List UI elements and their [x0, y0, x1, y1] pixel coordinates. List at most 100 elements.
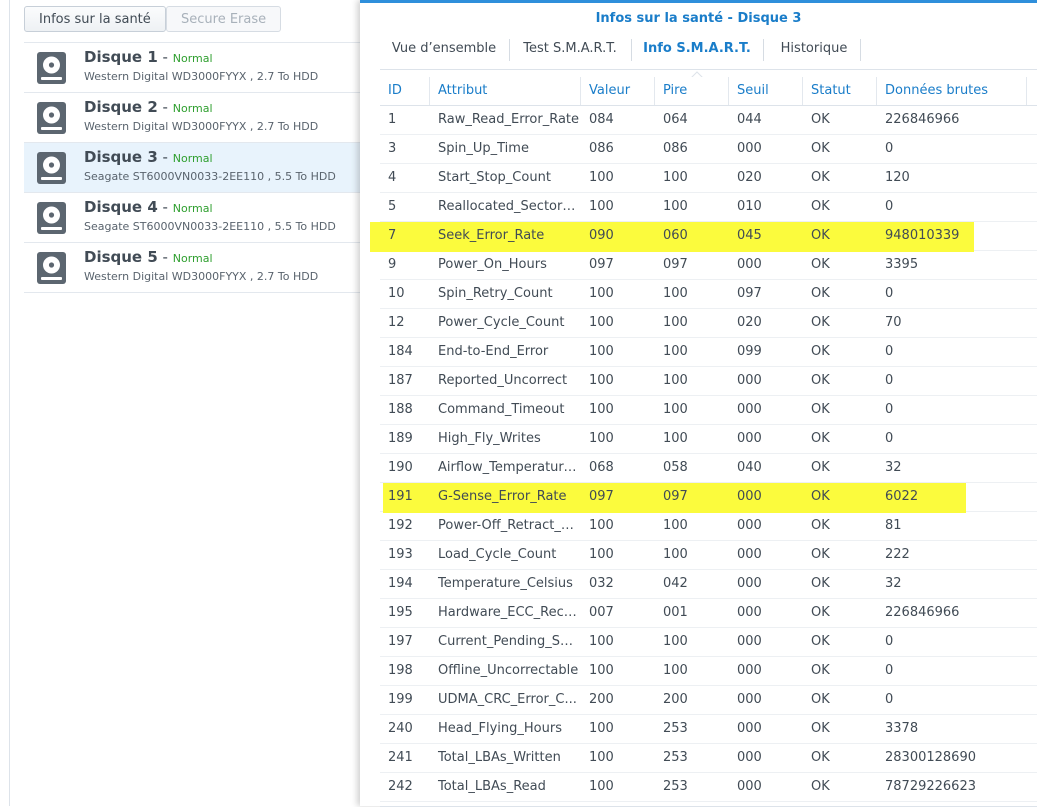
table-row[interactable]: 12 Power_Cycle_Count 100 100 020 OK 70 [380, 309, 1037, 338]
table-cell: OK [811, 141, 830, 156]
disk-name: Disque 5 [84, 248, 158, 266]
table-row[interactable]: 4 Start_Stop_Count 100 100 020 OK 120 [380, 164, 1037, 193]
table-cell: 040 [737, 460, 762, 475]
table-cell: 068 [589, 460, 614, 475]
table-cell: 28300128690 [885, 750, 976, 765]
table-cell: 100 [663, 286, 688, 301]
table-cell: Airflow_Temperature... [438, 460, 581, 475]
table-row[interactable]: 199 UDMA_CRC_Error_C... 200 200 000 OK 0 [380, 686, 1037, 715]
table-row[interactable]: 192 Power-Off_Retract_C... 100 100 000 OK 81 [380, 512, 1037, 541]
table-row[interactable]: 188 Command_Timeout 100 100 000 OK 0 [380, 396, 1037, 425]
table-row[interactable]: 187 Reported_Uncorrect 100 100 000 OK 0 [380, 367, 1037, 396]
table-cell: 100 [589, 721, 614, 736]
table-cell: 198 [388, 663, 413, 678]
table-row[interactable]: 191 G-Sense_Error_Rate 097 097 000 OK 6022 [380, 483, 1037, 513]
health-info-button[interactable]: Infos sur la santé [24, 6, 166, 32]
column-header-4[interactable]: Pire [655, 77, 729, 105]
table-cell: OK [811, 373, 830, 388]
table-row[interactable]: 189 High_Fly_Writes 100 100 000 OK 0 [380, 425, 1037, 454]
row-highlight [383, 483, 966, 513]
table-row[interactable]: 9 Power_On_Hours 097 097 000 OK 3395 [380, 251, 1037, 280]
table-row[interactable]: 242 Total_LBAs_Read 100 253 000 OK 78729226623 [380, 773, 1037, 802]
table-cell: OK [811, 402, 830, 417]
disk-status-badge: Normal [172, 102, 213, 115]
table-row[interactable]: 241 Total_LBAs_Written 100 253 000 OK 28300128… [380, 744, 1037, 773]
tab-separator [631, 39, 632, 61]
disk-item-1[interactable]: Disque 1 - Normal Western Digital WD3000F… [24, 43, 360, 93]
table-cell: Total_LBAs_Written [438, 750, 561, 765]
disk-name: Disque 3 [84, 148, 158, 166]
table-cell: 000 [737, 402, 762, 417]
table-cell: 195 [388, 605, 413, 620]
disk-details: Western Digital WD3000FYYX , 2.7 To HDD [84, 120, 319, 133]
secure-erase-button[interactable]: Secure Erase [166, 6, 282, 32]
table-row[interactable]: 10 Spin_Retry_Count 100 100 097 OK 0 [380, 280, 1037, 309]
hard-disk-icon [37, 202, 66, 234]
tab-info-s-m-a-r-t[interactable]: Info S.M.A.R.T. [643, 41, 751, 56]
hard-disk-icon [37, 152, 66, 184]
table-row[interactable]: 194 Temperature_Celsius 032 042 000 OK 32 [380, 570, 1037, 599]
table-cell: OK [811, 460, 830, 475]
tab-test-s-m-a-r-t[interactable]: Test S.M.A.R.T. [523, 41, 617, 56]
table-cell: 000 [737, 721, 762, 736]
tab-vue-d-ensemble[interactable]: Vue d’ensemble [391, 41, 497, 56]
table-row[interactable]: 240 Head_Flying_Hours 100 253 000 OK 3378 [380, 715, 1037, 744]
table-row[interactable]: 3 Spin_Up_Time 086 086 000 OK 0 [380, 135, 1037, 164]
table-cell: 0 [885, 634, 894, 649]
table-row[interactable]: 1 Raw_Read_Error_Rate 084 064 044 OK 226846966 [380, 106, 1037, 135]
table-cell: 197 [388, 634, 413, 649]
table-cell: 5 [388, 199, 397, 214]
table-row[interactable]: 184 End-to-End_Error 100 100 099 OK 0 [380, 338, 1037, 367]
disk-item-2[interactable]: Disque 2 - Normal Western Digital WD3000F… [24, 93, 360, 143]
table-row[interactable]: 198 Offline_Uncorrectable 100 100 000 OK 0 [380, 657, 1037, 686]
table-cell: 100 [663, 402, 688, 417]
table-cell: Raw_Read_Error_Rate [438, 112, 580, 127]
table-cell: 199 [388, 692, 413, 707]
table-cell: 193 [388, 547, 413, 562]
column-header-3[interactable]: Valeur [581, 77, 655, 105]
table-cell: 100 [589, 344, 614, 359]
disk-item-4[interactable]: Disque 4 - Normal Seagate ST6000VN0033-2E… [24, 193, 360, 243]
table-cell: 3 [388, 141, 397, 156]
table-row[interactable]: 190 Airflow_Temperature... 068 058 040 OK 32 [380, 454, 1037, 483]
column-header-1[interactable]: ID [380, 77, 430, 105]
table-cell: 000 [737, 257, 762, 272]
tab-historique[interactable]: Historique [780, 41, 848, 56]
table-row[interactable]: 7 Seek_Error_Rate 090 060 045 OK 948010339 [370, 222, 1037, 252]
table-cell: OK [811, 431, 830, 446]
column-header-2[interactable]: Attribut [430, 77, 581, 105]
column-header-6[interactable]: Statut [803, 77, 877, 105]
table-cell: Hardware_ECC_Reco... [438, 605, 581, 620]
table-cell: 086 [589, 141, 614, 156]
smart-table: ID Attribut Valeur Pire Seuil Statut Données b… [370, 77, 1037, 802]
table-cell: 948010339 [885, 228, 960, 243]
column-header-5[interactable]: Seuil [729, 77, 803, 105]
table-cell: 100 [589, 199, 614, 214]
table-cell: G-Sense_Error_Rate [438, 489, 567, 504]
table-row[interactable]: 5 Reallocated_Sector_Ct 100 100 010 OK 0 [380, 193, 1037, 222]
disk-status-badge: Normal [172, 202, 213, 215]
disk-item-3[interactable]: Disque 3 - Normal Seagate ST6000VN0033-2E… [24, 143, 360, 193]
table-cell: 090 [589, 228, 614, 243]
table-cell: 000 [737, 518, 762, 533]
table-cell: OK [811, 489, 830, 504]
disk-title: Disque 5 - Normal [84, 248, 213, 266]
table-row[interactable]: 193 Load_Cycle_Count 100 100 000 OK 222 [380, 541, 1037, 570]
disk-title: Disque 3 - Normal [84, 148, 213, 166]
table-cell: Power_On_Hours [438, 257, 547, 272]
table-cell: 045 [737, 228, 762, 243]
column-header-7[interactable]: Données brutes [877, 77, 1027, 105]
table-row[interactable]: 195 Hardware_ECC_Reco... 007 001 000 OK 226846… [380, 599, 1037, 628]
table-cell: 9 [388, 257, 397, 272]
table-cell: 32 [885, 576, 902, 591]
table-cell: OK [811, 112, 830, 127]
table-cell: Load_Cycle_Count [438, 547, 557, 562]
table-cell: 0 [885, 373, 894, 388]
table-cell: 000 [737, 779, 762, 794]
table-cell: OK [811, 170, 830, 185]
table-row[interactable]: 197 Current_Pending_Sec... 100 100 000 OK 0 [380, 628, 1037, 657]
disk-name-separator: - [157, 148, 173, 166]
disk-item-5[interactable]: Disque 5 - Normal Western Digital WD3000F… [24, 243, 360, 293]
table-cell: 058 [663, 460, 688, 475]
table-cell: OK [811, 344, 830, 359]
